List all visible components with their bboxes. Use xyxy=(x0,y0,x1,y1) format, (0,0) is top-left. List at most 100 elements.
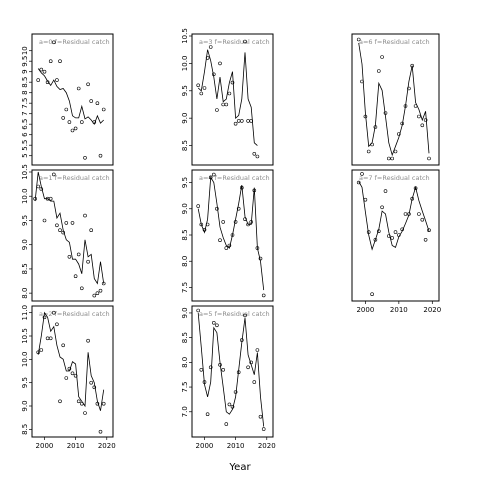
data-point xyxy=(236,370,241,375)
data-point xyxy=(51,172,56,177)
panel-label: a=4 f=Residual catch xyxy=(199,174,270,182)
data-point xyxy=(76,252,81,257)
data-point xyxy=(199,367,204,372)
data-point xyxy=(224,422,229,426)
data-point xyxy=(258,256,263,261)
data-point xyxy=(33,196,37,201)
data-point xyxy=(58,228,62,232)
data-point xyxy=(36,78,41,82)
data-point xyxy=(407,212,411,216)
data-point xyxy=(51,310,56,315)
data-point xyxy=(249,360,253,365)
data-point xyxy=(224,102,229,107)
data-point xyxy=(240,119,244,123)
data-point xyxy=(61,230,66,235)
data-point xyxy=(410,196,415,201)
data-point xyxy=(70,371,75,376)
panel-label: a=0 f=Residual catch xyxy=(39,38,110,46)
y-tick-label: 7.5 xyxy=(181,282,189,293)
data-point xyxy=(390,236,395,240)
y-tick-label: 9.5 xyxy=(181,177,189,188)
data-point xyxy=(212,320,216,325)
panel-label: a=2 f=Residual catch xyxy=(39,310,110,318)
data-point xyxy=(98,429,103,434)
y-tick-label: 10 xyxy=(21,46,29,55)
data-point xyxy=(393,149,398,154)
data-point xyxy=(199,222,204,227)
data-point xyxy=(255,246,260,250)
y-tick-label: 11.0 xyxy=(21,305,29,321)
x-tick-label: 2010 xyxy=(227,442,245,450)
data-point xyxy=(205,222,210,227)
data-point xyxy=(420,123,425,128)
y-tick-label: 10.5 xyxy=(21,164,29,180)
data-point xyxy=(98,153,103,158)
data-point xyxy=(380,55,384,59)
y-tick-label: 7.0 xyxy=(181,406,189,417)
fitted-line xyxy=(358,181,430,251)
fitted-line xyxy=(197,49,258,146)
data-point xyxy=(215,108,219,112)
data-point xyxy=(48,336,53,341)
data-point xyxy=(396,132,401,136)
y-tick-label: 8.0 xyxy=(21,288,29,299)
panel-1: a=3 f=Residual catch 8.5 9.0 9.5 10.0 10.5 xyxy=(181,28,274,166)
data-point xyxy=(376,69,381,73)
data-point xyxy=(73,373,78,378)
data-point xyxy=(208,365,213,370)
data-point xyxy=(413,104,418,108)
data-point xyxy=(67,254,72,259)
y-tick-label: 7.5 xyxy=(181,381,189,392)
data-point xyxy=(243,39,247,44)
data-point xyxy=(51,40,56,45)
data-point xyxy=(208,45,213,49)
data-point xyxy=(64,221,69,225)
data-point xyxy=(218,238,222,242)
y-tick-label: 9.5 xyxy=(181,85,189,96)
y-tick-label: 10.0 xyxy=(21,352,29,368)
x-tick-label: 2020 xyxy=(258,442,276,450)
data-point xyxy=(363,114,368,119)
panel-7: a=5 f=Residual catch 7.0 7.5 8.0 8.5 9.0 xyxy=(181,305,274,438)
data-point xyxy=(205,56,210,60)
data-point xyxy=(55,322,59,327)
data-point xyxy=(76,86,81,91)
data-point xyxy=(101,107,106,112)
data-point xyxy=(420,217,425,222)
data-point xyxy=(61,116,66,120)
data-point xyxy=(83,156,87,160)
data-point xyxy=(252,188,257,193)
panel-frame xyxy=(31,169,114,302)
y-tick-label: 8.5 xyxy=(21,424,29,435)
panel-3: a=1 f=Residual catch 8.0 8.5 9.0 9.5 10.0 10.5 xyxy=(21,164,114,302)
y-tick-label: 10.0 xyxy=(21,188,29,204)
data-point xyxy=(95,101,100,105)
data-point xyxy=(400,227,405,232)
data-point xyxy=(196,204,200,208)
data-point xyxy=(70,221,75,225)
data-point xyxy=(221,367,225,372)
panel-5: a=7 f=Residual catch xyxy=(351,169,440,302)
x-tick-label: 2010 xyxy=(390,306,408,314)
data-point xyxy=(89,380,93,385)
y-tick-label: 9.0 xyxy=(21,239,29,250)
data-point xyxy=(230,404,235,409)
data-point xyxy=(42,315,47,320)
data-point xyxy=(261,427,266,431)
y-tick-label: 8.5 xyxy=(181,332,189,343)
data-point xyxy=(261,293,266,298)
x-tick-label: 2000 xyxy=(196,442,214,450)
data-point xyxy=(64,376,69,380)
data-point xyxy=(80,286,84,291)
data-point xyxy=(48,196,53,201)
panel-0: a=0 f=Residual catch 5 5.5 6 6.5 7 7.5 8 8.5 9 9.5… xyxy=(21,33,114,166)
y-tick-label: 9.5 xyxy=(21,56,29,67)
fitted-line xyxy=(37,311,105,411)
data-point xyxy=(249,119,253,123)
data-point xyxy=(224,246,229,250)
data-point xyxy=(366,149,371,154)
data-point xyxy=(196,83,200,88)
data-point xyxy=(363,197,368,202)
data-point xyxy=(48,59,53,64)
